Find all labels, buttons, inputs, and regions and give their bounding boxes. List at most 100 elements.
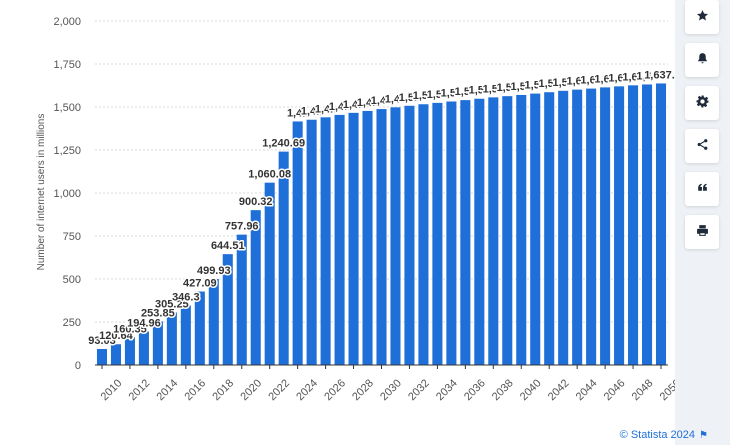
- bar-2035[interactable]: [446, 101, 457, 365]
- bar-2024[interactable]: [292, 121, 303, 365]
- flag-icon: ⚑: [699, 430, 708, 441]
- data-label: 1,6..: [622, 71, 643, 83]
- share-icon: [696, 138, 709, 154]
- bar-2021[interactable]: [250, 210, 261, 365]
- bar-2014[interactable]: [152, 321, 163, 365]
- bar-2030[interactable]: [376, 109, 387, 366]
- bar-2043[interactable]: [558, 90, 569, 365]
- bar-2040[interactable]: [516, 94, 527, 366]
- bar-2022[interactable]: [264, 182, 275, 365]
- settings-button[interactable]: [685, 86, 719, 120]
- star-icon: [696, 9, 709, 25]
- x-tick-label: 2046: [602, 377, 628, 403]
- bar-2029[interactable]: [362, 110, 373, 366]
- data-label: 1,6..: [566, 76, 587, 88]
- x-tick-label: 2042: [546, 377, 572, 403]
- bar-2013[interactable]: [138, 331, 149, 365]
- y-tick-label: 2,000: [53, 16, 81, 28]
- chart-card: 93.03 120.64 160.35 194.96 253.85 305.25 346.3…: [0, 0, 675, 445]
- bar-2039[interactable]: [502, 96, 513, 365]
- bar-2017[interactable]: [194, 291, 205, 365]
- data-label: 900.32: [239, 196, 273, 208]
- y-tick-label: 1,500: [53, 102, 81, 114]
- bar-2026[interactable]: [320, 117, 331, 365]
- bar-2038[interactable]: [488, 97, 499, 366]
- bar-2028[interactable]: [348, 112, 359, 366]
- bar-2025[interactable]: [306, 119, 317, 365]
- print-button[interactable]: [685, 215, 719, 249]
- data-label: 1,6..: [608, 72, 629, 84]
- y-tick-label: 1,000: [53, 188, 81, 200]
- bar-2050[interactable]: [655, 83, 667, 365]
- bar-2020[interactable]: [236, 234, 247, 365]
- x-tick-label: 2020: [238, 377, 264, 403]
- bar-2045[interactable]: [586, 88, 597, 365]
- gear-icon: [696, 95, 709, 111]
- x-tick-label: 2050: [658, 377, 675, 403]
- share-button[interactable]: [685, 129, 719, 163]
- data-label: 427.09: [183, 278, 217, 290]
- bar-layer: [96, 83, 667, 366]
- bar-2023[interactable]: [278, 151, 289, 365]
- bar-2018[interactable]: [208, 279, 219, 365]
- y-tick-label: 750: [63, 231, 81, 243]
- x-tick-label: 2018: [210, 377, 236, 403]
- data-label: 1,6..: [580, 75, 601, 87]
- bar-2019[interactable]: [222, 254, 233, 365]
- data-label: 1,5..: [469, 85, 490, 97]
- x-tick-label: 2030: [378, 377, 404, 403]
- bar-2049[interactable]: [642, 84, 653, 365]
- data-label: 1,5..: [511, 81, 532, 93]
- bar-2036[interactable]: [460, 100, 471, 366]
- bar-2044[interactable]: [572, 89, 583, 366]
- cite-button[interactable]: [685, 172, 719, 206]
- data-label-layer: 93.03120.64160.35194.96253.85305.25346.3…: [87, 68, 675, 349]
- bar-2041[interactable]: [530, 93, 541, 366]
- bar-2042[interactable]: [544, 92, 555, 365]
- data-label: 1,060.08: [248, 169, 291, 181]
- data-label: 1,5..: [441, 87, 462, 99]
- y-tick-label: 1,250: [53, 145, 81, 157]
- data-label: 1,4..: [357, 97, 378, 109]
- data-label: 1,5..: [455, 86, 476, 98]
- bar-2011[interactable]: [110, 344, 121, 365]
- data-label: 1,4..: [343, 99, 364, 111]
- data-label: 1,5..: [427, 89, 448, 101]
- data-label: 1,4..: [287, 107, 308, 119]
- x-tick-label: 2022: [266, 377, 292, 403]
- x-tick-label: 2040: [518, 377, 544, 403]
- x-tick-label: 2024: [294, 377, 320, 403]
- bar-2033[interactable]: [418, 104, 429, 366]
- x-tick-label: 2044: [574, 377, 600, 403]
- bar-2048[interactable]: [628, 85, 639, 365]
- bar-2037[interactable]: [474, 98, 485, 365]
- data-label: 1,5..: [539, 78, 560, 90]
- notification-button[interactable]: [685, 43, 719, 77]
- bar-2027[interactable]: [334, 114, 345, 365]
- bar-2010[interactable]: [96, 348, 108, 365]
- toolbar: [685, 0, 719, 258]
- bar-2012[interactable]: [124, 337, 135, 365]
- data-label: 1,4..: [385, 93, 406, 105]
- data-label: 1,6..: [594, 73, 615, 85]
- bell-icon: [696, 52, 709, 68]
- y-tick-label: 1,750: [53, 59, 81, 71]
- statista-credit[interactable]: © Statista 2024 ⚑: [620, 429, 708, 441]
- bar-2031[interactable]: [390, 107, 401, 366]
- x-tick-label: 2032: [406, 377, 432, 403]
- favorite-button[interactable]: [685, 0, 719, 34]
- data-label: 93.03: [88, 335, 116, 347]
- credit-text: © Statista 2024: [619, 429, 696, 441]
- bar-2016[interactable]: [180, 305, 191, 365]
- quote-icon: [696, 181, 709, 197]
- bar-2032[interactable]: [404, 105, 415, 366]
- x-tick-label: 2026: [322, 377, 348, 403]
- bar-2046[interactable]: [600, 87, 611, 365]
- bar-2034[interactable]: [432, 102, 443, 365]
- bar-2015[interactable]: [166, 312, 177, 365]
- x-tick-label: 2034: [434, 377, 460, 403]
- data-label: 346.3: [172, 291, 200, 303]
- bar-2047[interactable]: [614, 86, 625, 366]
- x-tick-label: 2028: [350, 377, 376, 403]
- x-tick-label: 2038: [490, 377, 516, 403]
